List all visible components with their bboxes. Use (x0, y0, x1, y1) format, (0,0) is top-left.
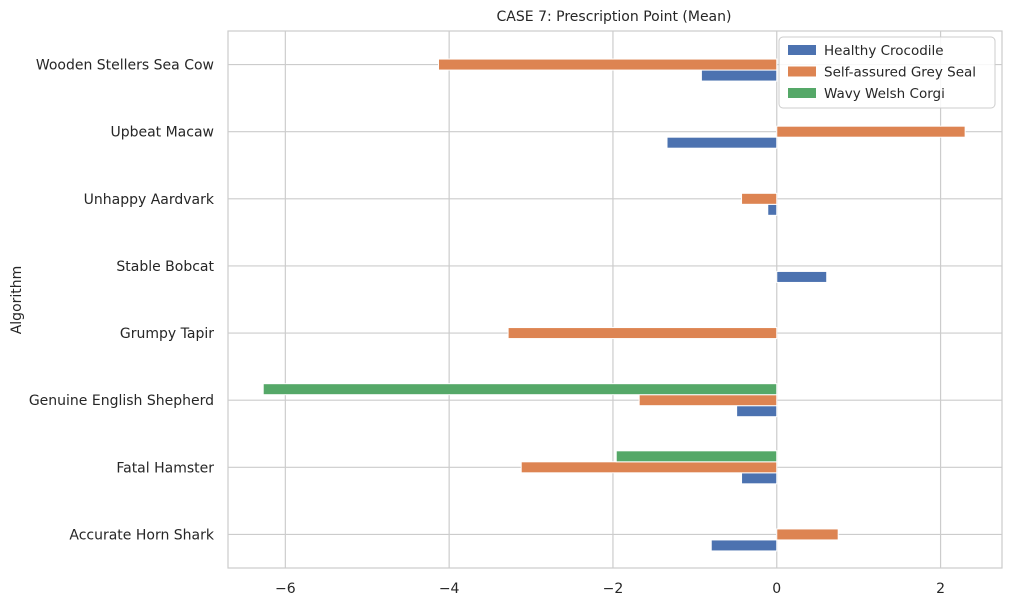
y-tick-label: Wooden Stellers Sea Cow (36, 58, 214, 74)
bar-healthy-crocodile (666, 136, 778, 149)
bar-self-assured-grey-seal (507, 327, 778, 340)
x-tick-label: −2 (603, 581, 624, 597)
legend-label: Wavy Welsh Corgi (824, 86, 945, 102)
bar-wavy-welsh-corgi (615, 450, 778, 463)
bar-self-assured-grey-seal (437, 58, 778, 71)
y-tick-labels: Accurate Horn Shark Fatal Hamster Genuine … (29, 58, 215, 544)
legend-label: Self-assured Grey Seal (824, 65, 976, 81)
bar-self-assured-grey-seal (520, 461, 778, 474)
x-tick-label: 0 (772, 581, 781, 597)
bar-healthy-crocodile (741, 472, 778, 485)
bar-self-assured-grey-seal (741, 192, 778, 205)
bars (262, 58, 966, 552)
bar-self-assured-grey-seal (776, 528, 839, 541)
grid (228, 31, 1002, 568)
bar-healthy-crocodile (736, 405, 778, 418)
y-tick-label: Stable Bobcat (116, 259, 214, 275)
y-tick-label: Grumpy Tapir (120, 326, 214, 342)
bar-healthy-crocodile (767, 203, 778, 216)
legend: Healthy Crocodile Self-assured Grey Seal W… (778, 36, 996, 109)
chart-title: CASE 7: Prescription Point (Mean) (497, 9, 732, 25)
x-tick-label: 2 (936, 581, 945, 597)
bar-healthy-crocodile (710, 539, 778, 552)
bar-self-assured-grey-seal (638, 394, 778, 407)
plot-frame (227, 30, 1003, 569)
bar-healthy-crocodile (700, 69, 778, 82)
bar-wavy-welsh-corgi (262, 383, 778, 396)
y-axis-label: Algorithm (9, 266, 25, 335)
legend-swatch (788, 88, 816, 98)
bar-healthy-crocodile (776, 270, 828, 283)
legend-swatch (788, 45, 816, 55)
x-tick-label: −4 (439, 581, 460, 597)
legend-swatch (788, 66, 816, 77)
y-tick-label: Genuine English Shepherd (29, 393, 214, 409)
y-tick-label: Fatal Hamster (116, 460, 214, 476)
y-tick-label: Upbeat Macaw (110, 125, 214, 141)
x-tick-labels: −6 −4 −2 0 2 (275, 581, 945, 597)
legend-box (778, 36, 996, 109)
legend-label: Healthy Crocodile (824, 43, 944, 59)
y-tick-label: Unhappy Aardvark (84, 192, 215, 208)
y-tick-label: Accurate Horn Shark (69, 527, 215, 543)
bar-self-assured-grey-seal (776, 125, 966, 138)
x-tick-label: −6 (275, 581, 296, 597)
